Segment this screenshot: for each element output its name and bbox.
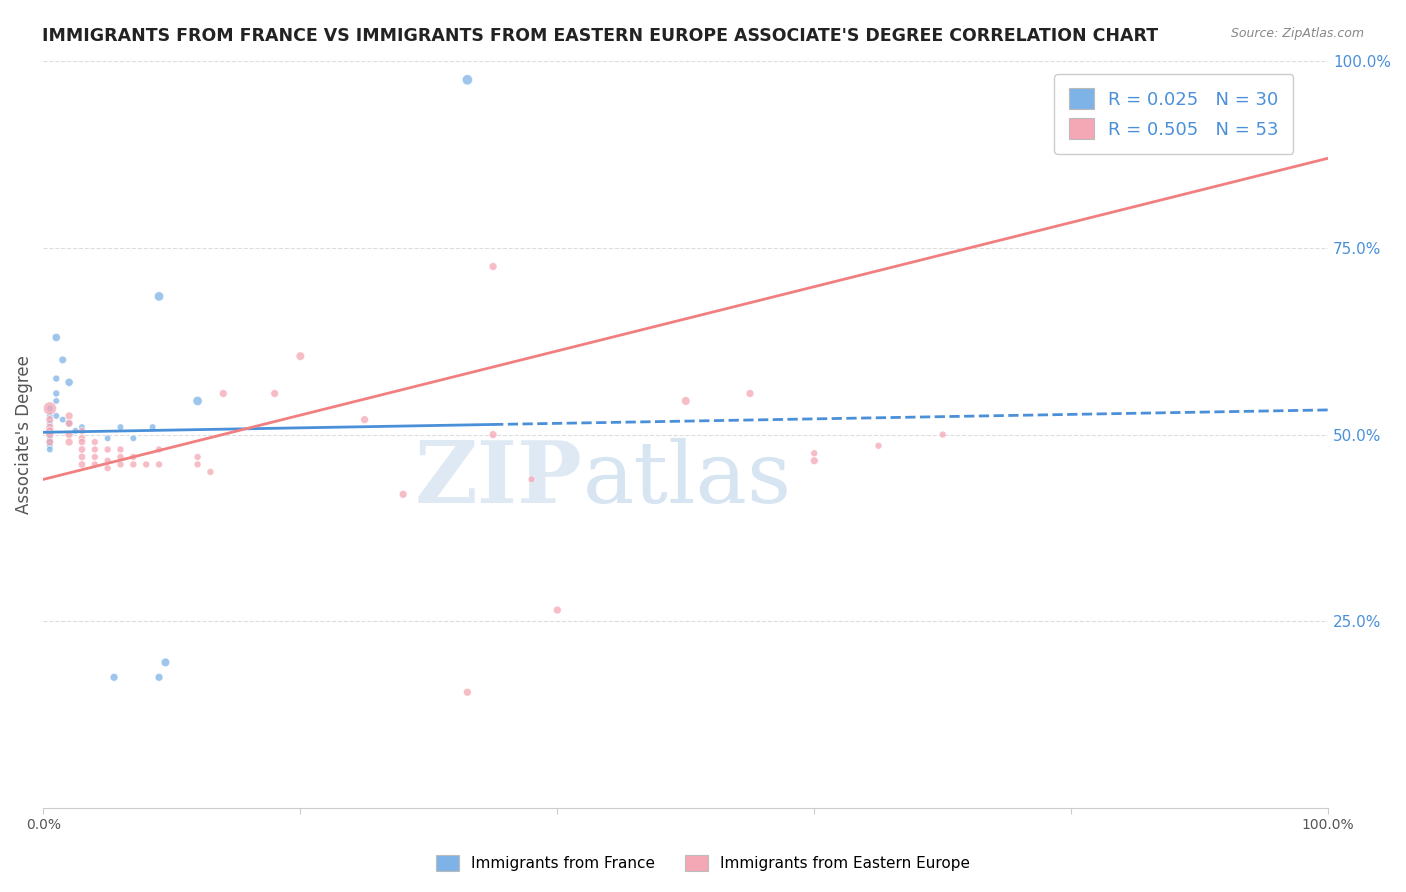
Point <box>931 427 953 442</box>
Legend: Immigrants from France, Immigrants from Eastern Europe: Immigrants from France, Immigrants from … <box>429 849 977 877</box>
Point <box>45 393 67 408</box>
Text: IMMIGRANTS FROM FRANCE VS IMMIGRANTS FROM EASTERN EUROPE ASSOCIATE'S DEGREE CORR: IMMIGRANTS FROM FRANCE VS IMMIGRANTS FRO… <box>42 27 1159 45</box>
Point <box>122 450 145 464</box>
Point <box>70 450 93 464</box>
Point <box>97 453 120 467</box>
Point <box>546 603 568 617</box>
Point <box>803 453 825 467</box>
Point <box>142 420 165 434</box>
Point <box>97 431 120 445</box>
Point <box>58 427 80 442</box>
Point <box>83 435 105 450</box>
Point <box>52 352 75 367</box>
Point <box>45 371 67 385</box>
Point <box>38 424 60 438</box>
Point <box>122 458 145 472</box>
Point <box>148 442 170 457</box>
Point <box>38 424 60 438</box>
Legend: R = 0.025   N = 30, R = 0.505   N = 53: R = 0.025 N = 30, R = 0.505 N = 53 <box>1054 74 1294 153</box>
Point <box>70 431 93 445</box>
Point <box>38 409 60 423</box>
Point <box>38 401 60 416</box>
Point <box>83 458 105 472</box>
Point <box>70 458 93 472</box>
Point <box>38 442 60 457</box>
Point <box>103 670 125 684</box>
Point <box>38 435 60 450</box>
Point <box>675 393 697 408</box>
Point <box>38 427 60 442</box>
Point <box>70 420 93 434</box>
Point <box>290 349 312 363</box>
Point <box>110 442 132 457</box>
Point <box>70 435 93 450</box>
Point <box>45 386 67 401</box>
Point <box>97 442 120 457</box>
Point <box>392 487 415 501</box>
Point <box>38 420 60 434</box>
Point <box>70 424 93 438</box>
Point <box>200 465 222 479</box>
Point <box>803 446 825 460</box>
Point <box>38 427 60 442</box>
Point <box>187 393 209 408</box>
Point <box>187 450 209 464</box>
Point <box>38 439 60 453</box>
Point <box>58 409 80 423</box>
Point <box>520 472 543 486</box>
Point <box>110 420 132 434</box>
Point <box>45 330 67 344</box>
Point <box>868 439 890 453</box>
Text: Source: ZipAtlas.com: Source: ZipAtlas.com <box>1230 27 1364 40</box>
Point <box>65 424 87 438</box>
Point <box>83 442 105 457</box>
Point <box>263 386 285 401</box>
Point <box>482 427 505 442</box>
Point <box>110 450 132 464</box>
Point <box>738 386 761 401</box>
Text: ZIP: ZIP <box>415 437 583 521</box>
Point <box>97 461 120 475</box>
Point <box>353 412 375 426</box>
Point <box>70 442 93 457</box>
Point <box>482 260 505 274</box>
Point <box>58 376 80 390</box>
Point <box>110 458 132 472</box>
Point <box>212 386 235 401</box>
Point <box>135 458 157 472</box>
Point <box>38 417 60 431</box>
Point <box>456 72 478 87</box>
Point <box>148 670 170 684</box>
Point <box>155 656 177 670</box>
Point <box>1265 72 1288 87</box>
Point <box>38 435 60 450</box>
Point <box>38 431 60 445</box>
Point <box>456 685 478 699</box>
Point <box>58 417 80 431</box>
Point <box>52 412 75 426</box>
Y-axis label: Associate's Degree: Associate's Degree <box>15 355 32 514</box>
Point <box>1125 72 1147 87</box>
Point <box>148 289 170 303</box>
Point <box>58 435 80 450</box>
Point <box>83 450 105 464</box>
Point <box>38 401 60 416</box>
Point <box>45 409 67 423</box>
Text: atlas: atlas <box>583 438 792 521</box>
Point <box>58 417 80 431</box>
Point <box>187 458 209 472</box>
Point <box>38 412 60 426</box>
Point <box>148 458 170 472</box>
Point <box>122 431 145 445</box>
